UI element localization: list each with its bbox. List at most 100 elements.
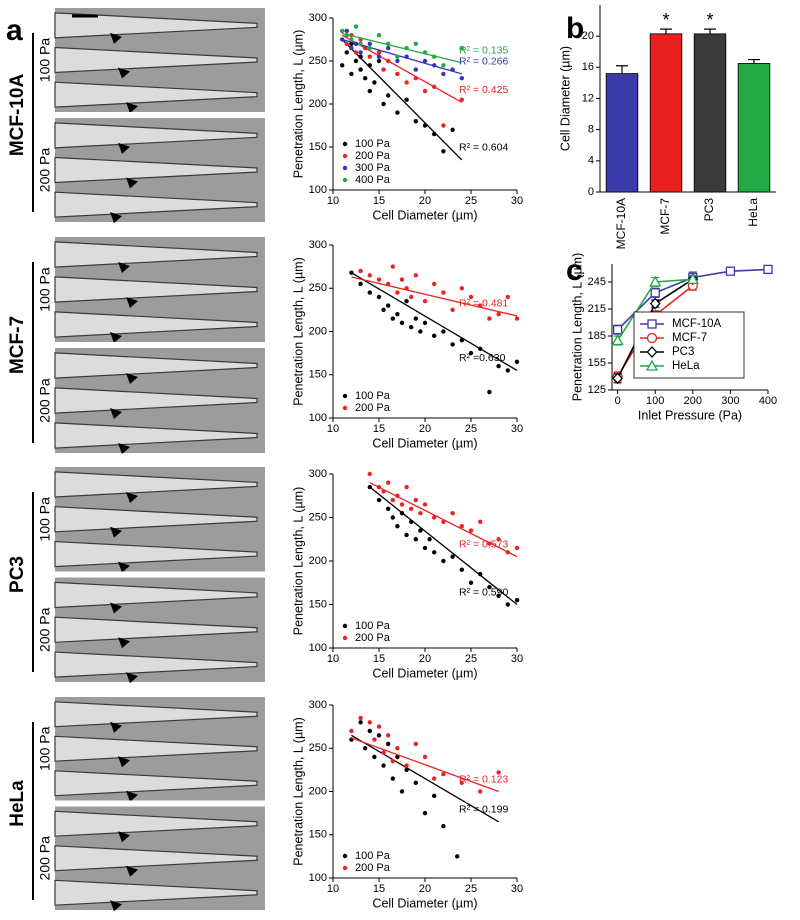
data-point <box>404 763 409 768</box>
data-point <box>367 471 372 477</box>
channel <box>54 651 258 678</box>
pressure-label: 100 Pa <box>37 726 53 771</box>
data-point <box>427 537 432 542</box>
legend-label: MCF-7 <box>672 332 707 344</box>
channel <box>54 810 258 837</box>
arrowhead <box>126 102 138 114</box>
r-squared: R² = 0.481 <box>459 298 508 310</box>
data-point <box>468 528 474 533</box>
panel-label: b <box>566 12 584 45</box>
r-squared: R² = 0.425 <box>459 84 508 96</box>
data-point <box>496 770 501 775</box>
channel <box>54 81 258 108</box>
arrowhead <box>118 443 130 455</box>
x-tick-label: 25 <box>465 423 477 435</box>
channel <box>54 845 258 872</box>
data-point <box>376 33 382 38</box>
separator <box>55 112 265 118</box>
legend-marker <box>342 165 348 171</box>
pressure-label: 200 Pa <box>37 607 53 652</box>
x-tick-label: MCF-10A <box>614 198 628 249</box>
data-point <box>441 71 446 77</box>
x-tick-label: 20 <box>419 883 431 895</box>
data-point <box>395 312 400 317</box>
x-tick-label: 30 <box>511 883 523 895</box>
data-point <box>395 754 400 760</box>
y-tick-label: 300 <box>309 239 327 251</box>
arrowhead <box>126 790 138 802</box>
data-point <box>395 290 400 295</box>
legend-marker <box>342 177 348 183</box>
bar <box>649 33 683 193</box>
data-point <box>340 28 345 34</box>
data-point <box>353 24 359 29</box>
bar <box>737 63 771 193</box>
data-point <box>441 558 446 564</box>
error-bar <box>748 58 760 64</box>
arrowhead <box>110 212 122 224</box>
r-squared: R² = 0.199 <box>459 804 508 816</box>
channel <box>54 770 258 797</box>
data-point <box>432 550 437 555</box>
r-squared: R² = 0.590 <box>459 586 508 598</box>
x-tick-label: PC3 <box>702 198 716 222</box>
data-point <box>496 312 501 317</box>
x-tick-label: 10 <box>327 195 339 207</box>
marker <box>612 325 623 335</box>
data-point <box>422 58 428 64</box>
data-point <box>372 754 377 760</box>
data-point <box>459 76 464 81</box>
data-point <box>432 333 437 339</box>
x-tick-label: 200 <box>684 395 702 407</box>
legend-label: 200 Pa <box>355 632 391 644</box>
data-point <box>349 37 354 42</box>
r-squared: R² = 0.266 <box>459 56 508 68</box>
pressure-label: 100 Pa <box>37 267 53 312</box>
data-point <box>432 793 437 799</box>
data-point <box>386 45 391 51</box>
arrowhead <box>126 491 138 503</box>
data-point <box>413 780 418 786</box>
y-tick-label: 16 <box>582 61 594 73</box>
channel <box>54 241 258 268</box>
y-tick-label: 150 <box>309 141 327 153</box>
marker <box>686 272 699 284</box>
data-point <box>404 484 409 490</box>
legend-label: HeLa <box>672 360 700 372</box>
data-point <box>441 290 446 295</box>
x-axis-label: Cell Diameter (µm) <box>372 208 477 222</box>
data-point <box>487 316 492 321</box>
arrowhead <box>126 373 138 385</box>
x-tick-label: 20 <box>419 653 431 665</box>
data-point <box>455 854 460 859</box>
x-tick-label: 15 <box>373 195 385 207</box>
channel <box>54 506 258 533</box>
data-point <box>381 763 386 768</box>
x-axis-label: Inlet Pressure (Pa) <box>638 408 742 422</box>
marker <box>611 334 624 346</box>
data-point <box>413 316 418 321</box>
data-point <box>390 316 395 321</box>
legend-label: 200 Pa <box>355 150 391 162</box>
data-point <box>514 316 520 321</box>
x-tick-label: 30 <box>511 423 523 435</box>
x-tick-label: 15 <box>373 653 385 665</box>
channel <box>54 701 258 728</box>
legend-marker <box>342 865 348 871</box>
data-point <box>372 80 377 85</box>
arrowhead <box>118 637 130 649</box>
r-squared: R² = 0.604 <box>459 142 508 154</box>
channel <box>54 156 258 184</box>
data-point <box>358 67 363 72</box>
data-point <box>413 273 418 278</box>
legend-marker <box>342 393 348 399</box>
marker <box>649 275 662 287</box>
x-tick-label: 10 <box>327 423 339 435</box>
panel-label: a <box>6 14 23 47</box>
fit-line <box>342 32 462 64</box>
data-point <box>358 715 363 721</box>
data-point <box>386 303 391 308</box>
x-tick-label: MCF-7 <box>658 198 672 235</box>
data-point <box>459 45 464 51</box>
channel <box>54 276 258 303</box>
